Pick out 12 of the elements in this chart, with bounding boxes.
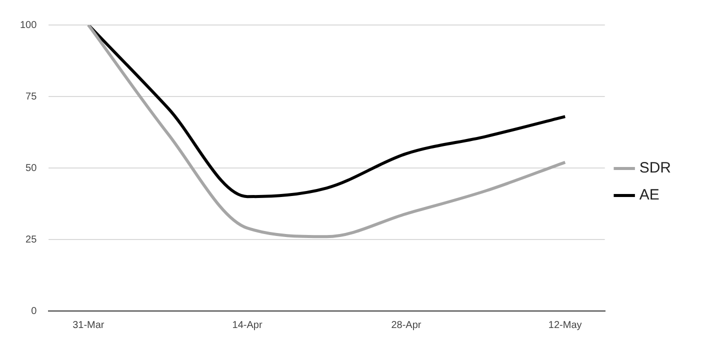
x-tick-label: 31-Mar	[72, 320, 105, 331]
legend-label: AE	[639, 186, 660, 204]
line-series	[86, 25, 567, 238]
x-tick-label: 28-Apr	[391, 320, 422, 331]
y-tick-label: 50	[26, 162, 38, 174]
y-tick-label: 100	[20, 20, 38, 31]
x-tick-label: 12-May	[548, 320, 582, 331]
y-tick-label: 0	[31, 306, 38, 317]
y-tick-label: 25	[26, 234, 38, 246]
x-tick-label: 14-Apr	[232, 320, 263, 331]
y-tick-label: 75	[26, 91, 38, 102]
legend-label: SDR	[639, 160, 672, 177]
